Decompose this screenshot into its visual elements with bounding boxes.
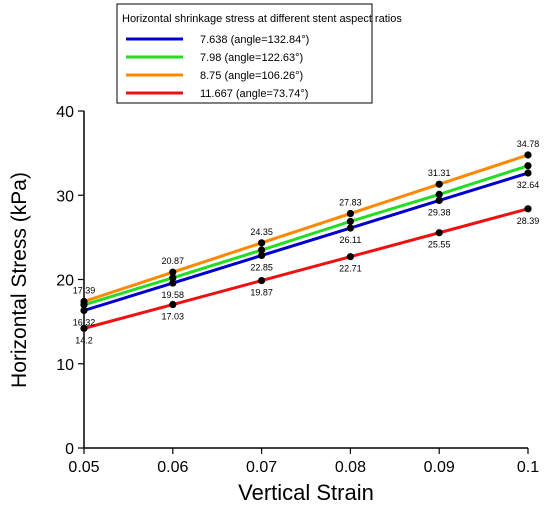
data-point [435,190,443,199]
data-point [524,169,532,177]
y-tick-label: 20 [56,273,74,290]
legend-entry: 11.667 (angle=73.74°) [200,88,308,100]
series-line-2 [83,164,529,307]
x-tick-label: 0.07 [246,459,277,476]
data-point [258,239,266,247]
data-label: 22.71 [339,264,362,274]
data-label: 34.78 [517,139,540,149]
data-point [169,279,177,287]
data-point [435,196,443,205]
data-point [524,151,532,159]
data-point [524,205,532,213]
x-tick-label: 0.08 [335,459,366,476]
data-label: 32.64 [517,180,540,190]
y-tick-label: 30 [56,188,74,205]
data-point [258,251,266,260]
legend-title: Horizontal shrinkage stress at different… [122,13,402,25]
data-point [435,180,443,188]
data-label: 29.38 [428,207,451,217]
x-tick-label: 0.05 [68,459,99,476]
data-label: 25.55 [428,240,451,250]
y-tick-label: 0 [65,441,74,458]
series-line-4 [83,207,529,330]
data-label: 24.35 [250,227,273,237]
data-label: 31.31 [428,168,451,178]
data-point [346,217,354,225]
data-label: 20.87 [162,256,185,266]
data-label: 17.03 [162,312,185,322]
data-point [258,276,266,285]
data-label: 28.39 [517,216,540,226]
axes: Vertical Strain Horizontal Stress (kPa) … [8,104,539,505]
data-label: 27.83 [339,198,362,208]
data-point [258,246,266,254]
series-line-1 [83,171,529,312]
data-point [169,268,177,276]
x-axis-title: Vertical Strain [238,480,374,505]
data-point [346,224,354,232]
data-label: 19.58 [162,290,185,300]
legend-entry: 8.75 (angle=106.26°) [200,70,303,82]
series-line-3 [83,153,529,303]
data-point [524,162,532,170]
data-point [169,300,177,309]
x-tick-label: 0.06 [157,459,188,476]
data-point [346,209,354,218]
plot-area: 16.3219.5822.8526.1129.3832.6417.3920.87… [73,139,540,345]
data-point [435,229,443,237]
legend-entry: 7.638 (angle=132.84°) [200,34,309,46]
data-label: 19.87 [250,288,273,298]
data-label: 26.11 [339,235,361,245]
legend: Horizontal shrinkage stress at different… [116,3,402,104]
legend-entry: 7.98 (angle=122.63°) [200,52,303,64]
y-tick-label: 40 [56,104,74,121]
data-point [169,274,177,282]
data-point [346,253,354,261]
y-tick-label: 10 [56,357,74,374]
x-tick-label: 0.09 [424,459,455,476]
data-label: 22.85 [250,262,273,272]
legend-box [116,3,373,104]
x-tick-label: 0.1 [517,459,539,476]
y-axis-title: Horizontal Stress (kPa) [8,172,31,388]
